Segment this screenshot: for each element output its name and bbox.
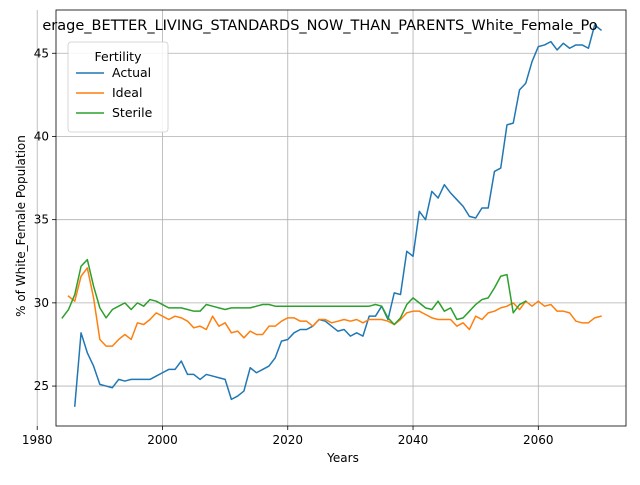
legend-label-ideal: Ideal	[112, 85, 142, 100]
y-tick-label: 35	[34, 213, 49, 227]
legend-label-actual: Actual	[112, 65, 151, 80]
x-axis-ticks: 1980 2000 2020 2040 2060	[22, 426, 554, 447]
series-line-ideal	[67, 267, 602, 347]
y-axis-ticks: 25 30 35 40 45	[34, 46, 56, 393]
x-tick-label: 2000	[147, 433, 178, 447]
series-line-actual	[73, 24, 603, 407]
x-tick-label: 1980	[22, 433, 53, 447]
y-tick-label: 30	[34, 296, 49, 310]
chart-title: erage_BETTER_LIVING_STANDARDS_NOW_THAN_P…	[42, 18, 597, 34]
x-axis-label: Years	[326, 451, 359, 465]
y-tick-label: 45	[34, 46, 49, 60]
x-tick-label: 2060	[523, 433, 554, 447]
legend: Fertility Actual Ideal Sterile	[67, 41, 169, 133]
legend-entries: Actual Ideal Sterile	[76, 65, 153, 120]
series-lines	[61, 24, 603, 407]
x-tick-label: 2040	[398, 433, 429, 447]
y-tick-label: 40	[34, 129, 49, 143]
legend-label-sterile: Sterile	[112, 105, 153, 120]
series-line-sterile	[61, 258, 527, 326]
plot-frame	[55, 9, 627, 427]
legend-title: Fertility	[95, 49, 143, 64]
y-tick-label: 25	[34, 379, 49, 393]
legend-box	[67, 41, 169, 133]
y-axis-label: % of White_Female Population	[14, 135, 28, 317]
x-tick-label: 2020	[272, 433, 303, 447]
